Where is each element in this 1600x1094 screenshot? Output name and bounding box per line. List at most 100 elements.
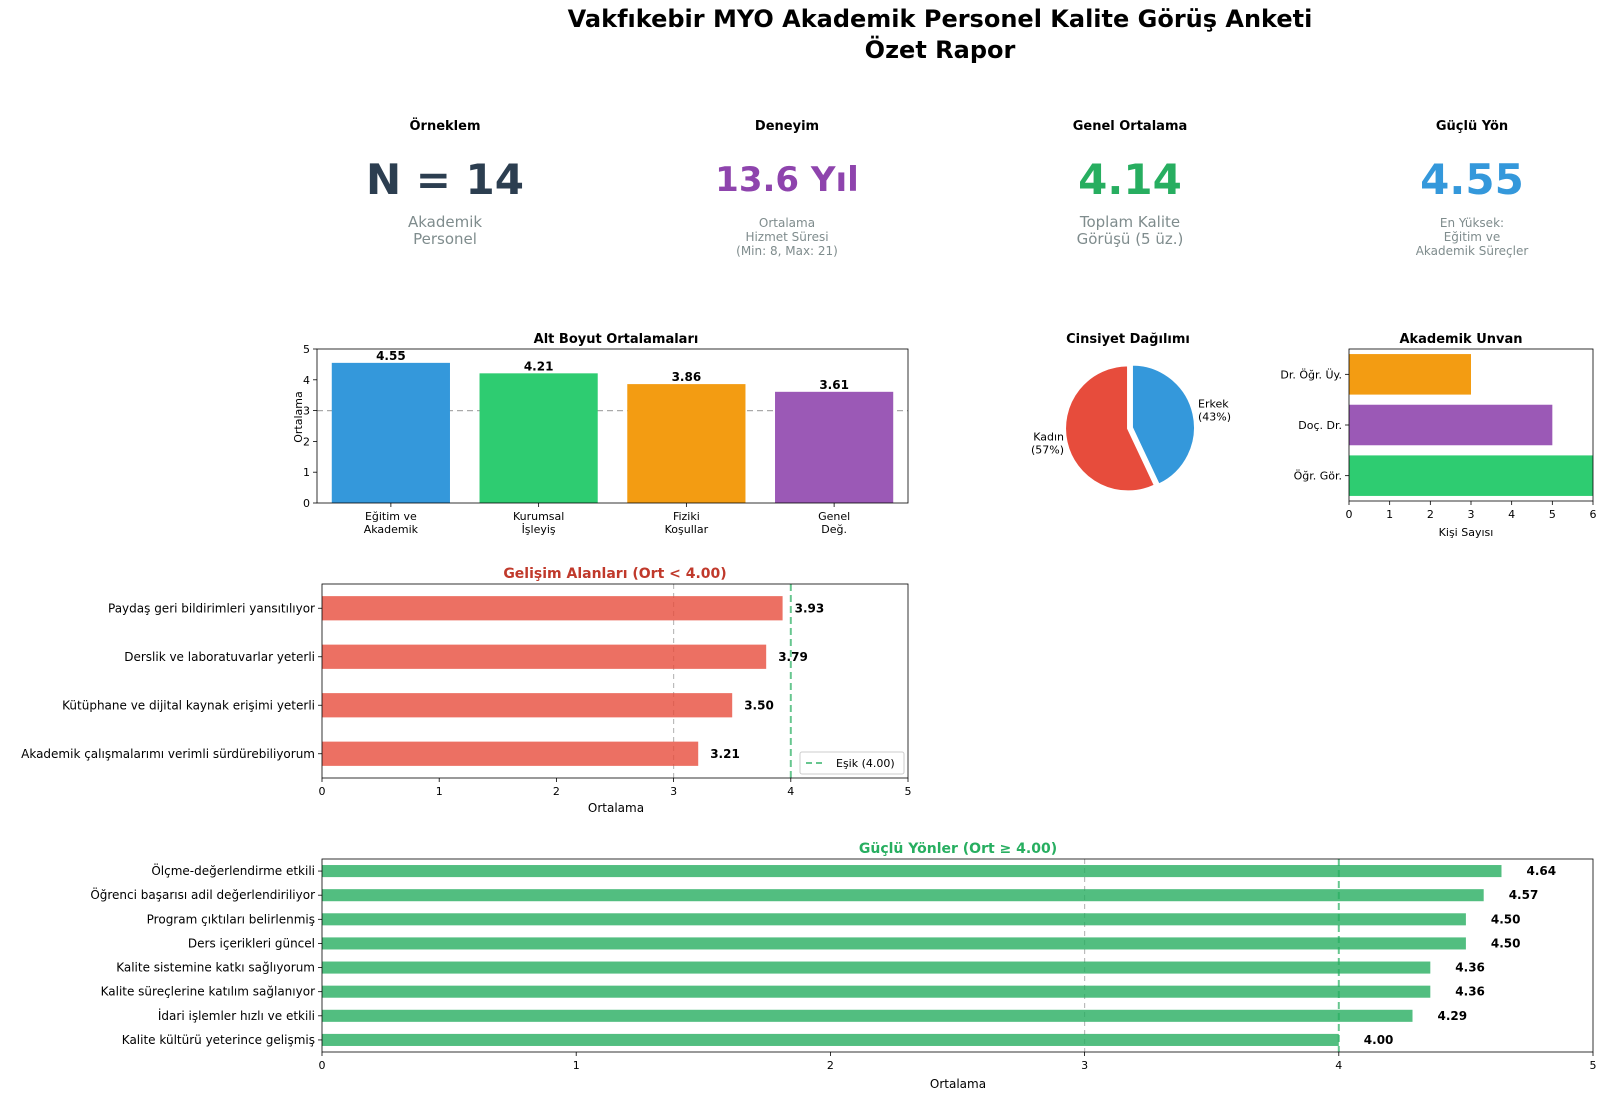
strengths-value-label: 4.00 — [1364, 1033, 1394, 1047]
strengths-ytick-label: Kalite sistemine katkı sağlıyorum — [116, 961, 315, 975]
subdim-xtick-label: Genel — [818, 510, 850, 523]
kpi-strength-label: Güçlü Yön — [1435, 119, 1509, 134]
strengths-ytick-label: Ders içerikleri güncel — [188, 936, 315, 950]
subdim-value-label: 4.55 — [376, 349, 406, 363]
academic-title-ytick-label: Doç. Dr. — [1298, 419, 1342, 432]
subdim-xtick-label: Akademik — [364, 523, 419, 536]
strengths-xtick-label: 4 — [1335, 1059, 1342, 1072]
academic-title-bar — [1349, 455, 1593, 496]
strengths-axes-frame — [321, 858, 1594, 1053]
subdim-xtick-label: Eğitim ve — [365, 510, 417, 523]
improvement-xtick-label: 1 — [436, 785, 443, 798]
improvement-value-label: 3.79 — [778, 650, 808, 664]
gender-slice — [1064, 364, 1157, 493]
academic-title-xtick-label: 4 — [1508, 508, 1515, 521]
improvement-axes-frame — [321, 583, 909, 779]
strengths-title: Güçlü Yönler (Ort ≥ 4.00) — [859, 841, 1057, 857]
academic-title-bar — [1349, 354, 1471, 395]
strengths-chart: Güçlü Yönler (Ort ≥ 4.00) Ortalama 4.64 Ö… — [90, 841, 1596, 1091]
improvement-bar — [322, 644, 767, 669]
academic-title-xtick-label: 5 — [1549, 508, 1556, 521]
improvement-bar — [322, 596, 783, 621]
academic-title-xtick-label: 1 — [1386, 508, 1393, 521]
strengths-ytick-label: Program çıktıları belirlenmiş — [147, 912, 315, 926]
strengths-value-label: 4.64 — [1526, 864, 1556, 878]
improvement-legend-box — [799, 751, 905, 775]
subdim-ytick-label: 0 — [303, 497, 310, 510]
academic-title-xlabel: Kişi Sayısı — [1439, 526, 1494, 539]
subdim-xtick-label: Fiziki — [673, 510, 700, 523]
strengths-xlabel: Ortalama — [930, 1077, 986, 1091]
strengths-value-label: 4.36 — [1455, 985, 1485, 999]
subdim-xtick-label: İşleyiş — [522, 523, 556, 536]
improvement-bar — [322, 741, 699, 766]
kpi-strength-sub-3: Akademik Süreçler — [1415, 244, 1529, 258]
subdim-value-label: 4.21 — [524, 359, 554, 373]
strengths-xtick-label: 5 — [1590, 1059, 1597, 1072]
subdim-bar — [331, 362, 450, 503]
kpi-sample: Örneklem N = 14 Akademik Personel — [295, 119, 595, 248]
subdim-title: Alt Boyut Ortalamaları — [534, 332, 699, 347]
kpi-experience: Deneyim 13.6 Yıl Ortalama Hizmet Süresi … — [637, 119, 937, 258]
improvement-ytick-label: Paydaş geri bildirimleri yansıtılıyor — [108, 601, 315, 615]
improvement-chart: Gelişim Alanları (Ort < 4.00) Ortalama 3… — [21, 566, 911, 815]
strengths-value-label: 4.50 — [1491, 936, 1521, 950]
improvement-title: Gelişim Alanları (Ort < 4.00) — [503, 566, 726, 582]
academic-title-ytick-label: Öğr. Gör. — [1294, 470, 1342, 483]
kpi-experience-sub-3: (Min: 8, Max: 21) — [736, 244, 838, 258]
strengths-bar — [322, 1009, 1413, 1022]
subdim-value-label: 3.61 — [819, 378, 849, 392]
subdim-ytick-label: 3 — [303, 405, 310, 418]
kpi-sample-label: Örneklem — [409, 119, 481, 134]
improvement-xlabel: Ortalama — [588, 801, 644, 815]
kpi-experience-value: 13.6 Yıl — [715, 160, 859, 200]
strengths-value-label: 4.57 — [1509, 888, 1539, 902]
academic-title-axes-frame — [1348, 348, 1594, 502]
improvement-xtick-label: 2 — [553, 785, 560, 798]
kpi-sample-value: N = 14 — [365, 155, 525, 204]
subdim-value-label: 3.86 — [672, 370, 702, 384]
kpi-strength: Güçlü Yön 4.55 En Yüksek: Eğitim ve Akad… — [1322, 119, 1600, 258]
academic-title-title: Akademik Unvan — [1399, 332, 1522, 347]
improvement-value-label: 3.50 — [744, 698, 774, 712]
subdim-xtick-label: Değ. — [821, 523, 847, 536]
kpi-overall-value: 4.14 — [1078, 155, 1182, 204]
strengths-value-label: 4.36 — [1455, 961, 1485, 975]
gender-slice — [1130, 363, 1196, 486]
improvement-bar — [322, 693, 733, 718]
subdim-ylabel: Ortalama — [292, 391, 305, 443]
improvement-value-label: 3.21 — [710, 747, 740, 761]
subdim-xtick-label: Koşullar — [665, 523, 709, 536]
subdim-bar — [479, 373, 598, 503]
improvement-ytick-label: Derslik ve laboratuvarlar yeterli — [124, 650, 315, 664]
improvement-value-label: 3.93 — [795, 601, 825, 615]
kpi-overall: Genel Ortalama 4.14 Toplam Kalite Görüşü… — [980, 119, 1280, 248]
kpi-experience-sub-1: Ortalama — [758, 216, 816, 230]
strengths-bar — [322, 913, 1466, 926]
improvement-xtick-label: 4 — [787, 785, 794, 798]
gender-slice-label: Kadın — [1033, 430, 1064, 443]
strengths-bar — [322, 865, 1502, 878]
kpi-experience-sub-2: Hizmet Süresi — [745, 230, 829, 244]
subdim-xtick-label: Kurumsal — [513, 510, 564, 523]
strengths-bar — [322, 961, 1431, 974]
report-title: Vakfıkebir MYO Akademik Personel Kalite … — [0, 4, 1600, 66]
kpi-overall-sub-2: Görüşü (5 üz.) — [1076, 230, 1184, 248]
subdim-ytick-label: 1 — [303, 466, 310, 479]
strengths-ytick-label: Kalite süreçlerine katılım sağlanıyor — [101, 985, 315, 999]
strengths-xtick-label: 0 — [319, 1059, 326, 1072]
strengths-xtick-label: 1 — [573, 1059, 580, 1072]
academic-title-xtick-label: 6 — [1590, 508, 1597, 521]
kpi-sample-sub-2: Personel — [413, 230, 477, 248]
strengths-ytick-label: Kalite kültürü yeterince gelişmiş — [122, 1033, 315, 1047]
kpi-overall-sub-1: Toplam Kalite — [1079, 213, 1181, 231]
kpi-strength-sub-2: Eğitim ve — [1443, 230, 1501, 244]
kpi-strength-sub-1: En Yüksek: — [1439, 216, 1505, 230]
improvement-xtick-label: 0 — [319, 785, 326, 798]
report-title-line2: Özet Rapor — [864, 36, 1016, 64]
subdim-ytick-label: 4 — [303, 374, 310, 387]
strengths-bar — [322, 889, 1484, 902]
gender-title: Cinsiyet Dağılımı — [1066, 332, 1190, 347]
improvement-legend: Eşik (4.00) — [799, 751, 905, 775]
